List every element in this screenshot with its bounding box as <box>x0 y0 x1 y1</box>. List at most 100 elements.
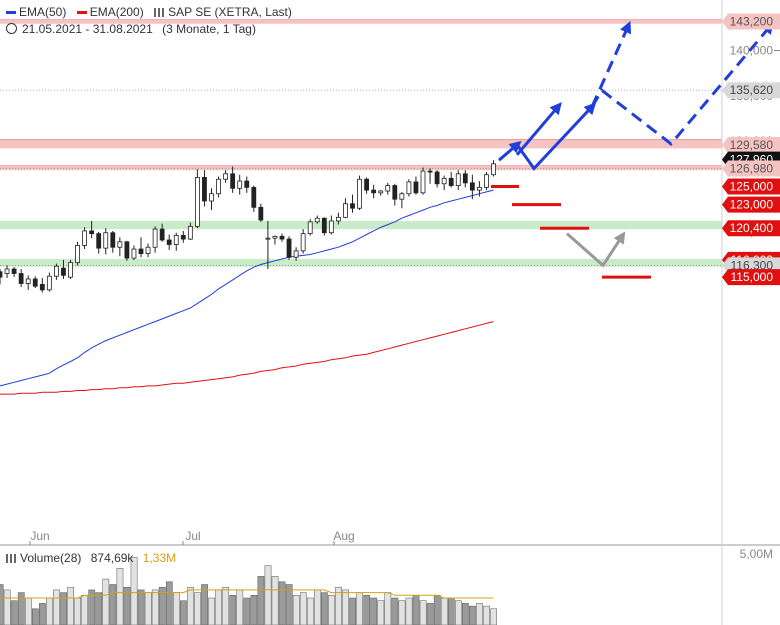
volume-bar <box>264 565 272 625</box>
candle <box>209 188 214 211</box>
price-label-text: 116,300 <box>731 258 774 272</box>
candle-body <box>230 173 236 189</box>
x-tick-label-0: Jun <box>30 529 49 543</box>
candle <box>39 278 45 293</box>
volume-bar <box>158 586 166 625</box>
candle-body <box>25 278 31 284</box>
candle-body <box>216 178 221 195</box>
candle-body <box>103 232 109 249</box>
candle-body <box>328 220 334 234</box>
bull-arrow-1 <box>498 140 522 162</box>
candle <box>194 169 200 229</box>
volume-bar <box>243 597 251 625</box>
volume-bar <box>412 595 420 625</box>
candle-body <box>68 262 73 278</box>
candle-body <box>39 284 45 291</box>
candle-body <box>469 182 475 191</box>
volume-bar <box>60 592 67 625</box>
candle <box>18 268 24 288</box>
period-text: (3 Monate, 1 Tag) <box>162 22 256 36</box>
candle <box>469 174 475 200</box>
candle-body <box>159 228 165 241</box>
candle <box>61 259 66 279</box>
candle <box>244 176 250 193</box>
candle <box>378 190 384 196</box>
ema50-layer <box>0 189 494 387</box>
candle <box>4 265 10 279</box>
candle <box>427 168 433 184</box>
price-label-text: 129,580 <box>730 138 774 152</box>
candle <box>46 272 52 292</box>
volume-bar <box>349 597 356 625</box>
volume-bar <box>426 603 434 625</box>
candle <box>286 236 292 260</box>
volume-bar <box>0 584 4 625</box>
candle <box>385 182 391 195</box>
candle-body <box>258 206 264 221</box>
volume-bar <box>236 589 244 625</box>
price-label-4: 126,980 <box>722 160 780 177</box>
volume-bar <box>299 592 307 625</box>
volume-bar <box>483 605 490 625</box>
candle <box>272 235 278 245</box>
candle <box>89 220 95 239</box>
candle <box>335 212 341 225</box>
volume-label: Volume(28) <box>20 551 82 565</box>
volume-bar <box>165 581 173 625</box>
ema200-line <box>0 321 494 395</box>
resistance-zone-2 <box>0 165 722 171</box>
bear-arrow <box>566 231 626 268</box>
candle-body <box>173 235 179 245</box>
candle-body <box>131 248 137 259</box>
price-label-bg <box>722 82 780 99</box>
dashed-arrow-1 <box>590 21 632 108</box>
candle <box>293 247 299 261</box>
price-label-0: 143,200 <box>722 13 780 30</box>
price-label-6: 123,000 <box>722 196 780 213</box>
candle-body <box>378 190 384 194</box>
candle-body <box>187 225 193 240</box>
candle-body <box>321 217 327 234</box>
legend-ema50: EMA(50) <box>6 5 66 19</box>
candle <box>166 234 172 250</box>
candle <box>455 170 461 191</box>
candle-body <box>343 203 348 218</box>
candle <box>96 231 102 254</box>
ema50-swatch <box>6 11 16 15</box>
date-range: 21.05.2021 - 31.08.2021 (3 Monate, 1 Tag… <box>6 22 256 36</box>
candle-body <box>54 265 59 277</box>
candle-body <box>89 230 95 235</box>
volume-bar <box>3 589 11 625</box>
volume-bar <box>321 592 328 625</box>
candle-body <box>110 232 116 248</box>
legend-ema200: EMA(200) <box>76 5 144 19</box>
candle <box>476 181 482 197</box>
volume-bar <box>81 595 89 625</box>
price-label-text: 125,000 <box>730 179 774 193</box>
candlestick-icon <box>154 8 165 18</box>
instrument-label: SAP SE (XETRA, Last) <box>168 5 292 19</box>
candle <box>152 226 158 253</box>
candle <box>413 176 419 195</box>
candle <box>364 177 370 194</box>
candle-body <box>11 268 17 274</box>
price-label-5: 125,000 <box>722 178 780 195</box>
volume-bar <box>490 608 497 625</box>
volume-bar <box>137 589 145 625</box>
candle <box>82 227 87 250</box>
candle <box>399 191 405 209</box>
candle-body <box>32 278 38 287</box>
volume-bar <box>250 595 258 625</box>
candle <box>131 245 137 260</box>
candle <box>0 268 3 285</box>
support-zone-0 <box>0 220 722 230</box>
candle-body <box>0 271 3 278</box>
candle <box>75 241 80 266</box>
legend-instrument: SAP SE (XETRA, Last) <box>154 5 292 19</box>
candle-body <box>462 173 468 184</box>
candle-body <box>117 241 123 248</box>
candles-layer <box>0 160 496 293</box>
volume-bar <box>455 600 462 625</box>
candle-body <box>413 181 419 194</box>
stop-levels-layer <box>491 184 651 279</box>
